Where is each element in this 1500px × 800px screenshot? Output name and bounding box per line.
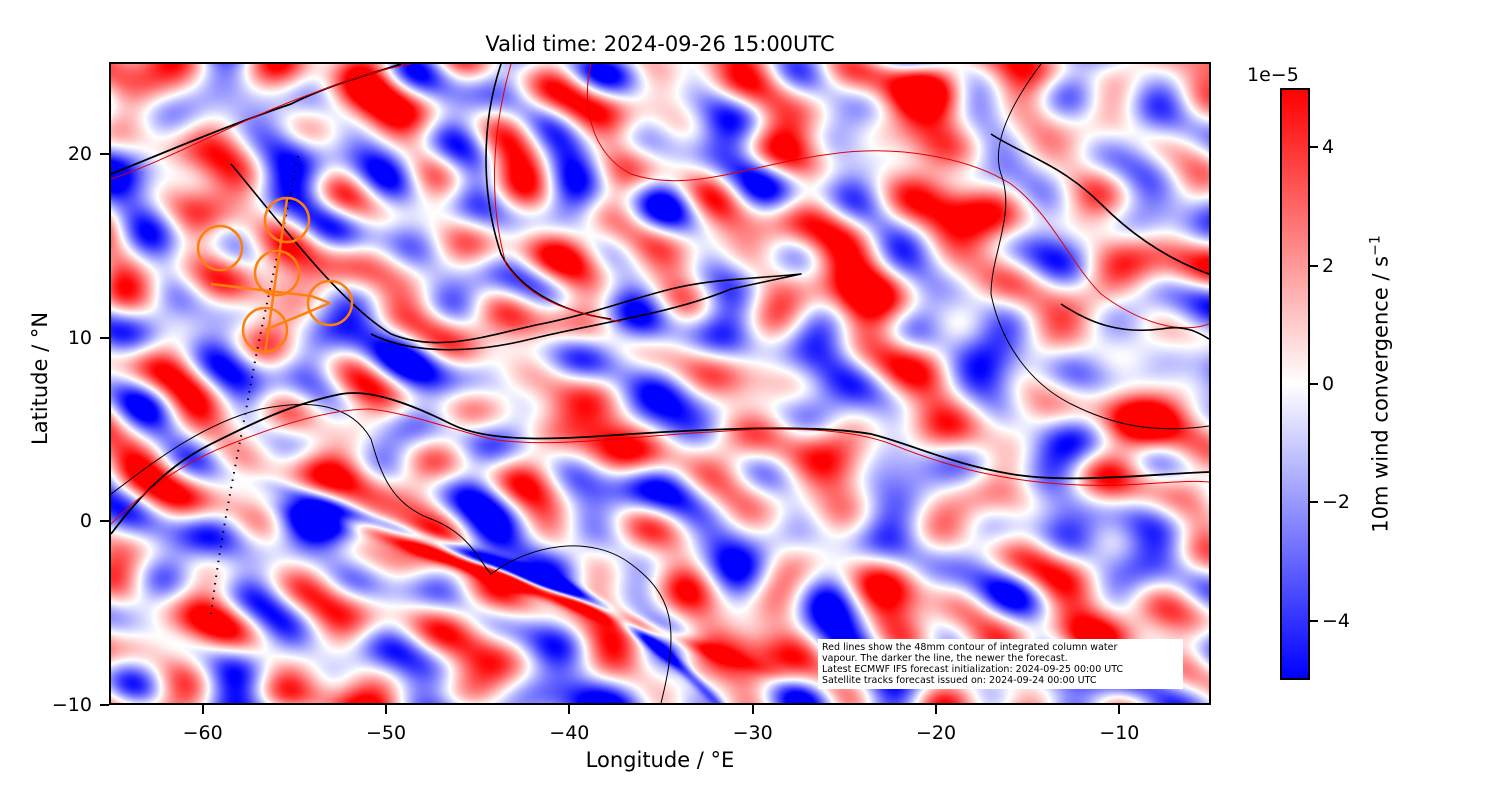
- annotation-line: Latest ECMWF IFS forecast initialization…: [822, 664, 1124, 675]
- x-tick-mark: [385, 705, 387, 714]
- y-tick-label: 0: [79, 510, 92, 533]
- y-tick-label: 10: [67, 326, 92, 349]
- map-axes: [109, 62, 1211, 705]
- colorbar-tick-mark: [1310, 264, 1318, 267]
- water-vapour-contour-africa: [990, 133, 1209, 340]
- x-tick-label: −60: [182, 722, 223, 744]
- colorbar-label-text: 10m wind convergence / s: [1368, 255, 1393, 533]
- x-tick-mark: [568, 705, 571, 714]
- plot-title: Valid time: 2024-09-26 15:00UTC: [485, 32, 835, 56]
- colorbar-label: 10m wind convergence / s−1: [1368, 235, 1393, 533]
- satellite-footprint-circle: [263, 196, 311, 244]
- y-tick-mark: [100, 152, 109, 155]
- satellite-footprints: [196, 196, 354, 355]
- water-vapour-contour-dark-2: [230, 64, 802, 351]
- x-tick-label: −10: [1099, 722, 1140, 744]
- annotation-line: Satellite tracks forecast issued on: 202…: [822, 675, 1097, 686]
- satellite-footprint-circle: [306, 279, 354, 327]
- annotation-line: vapour. The darker the line, the newer t…: [822, 653, 1068, 664]
- satellite-track-line: [210, 198, 331, 355]
- colorbar-tick-label: −2: [1322, 491, 1351, 514]
- y-tick-mark: [100, 336, 109, 339]
- satellite-footprint-circle: [253, 249, 301, 297]
- colorbar-tick-mark: [1310, 619, 1318, 622]
- y-tick-mark: [100, 704, 109, 706]
- colorbar: [1280, 88, 1310, 680]
- y-tick-mark: [100, 520, 109, 523]
- coastline-south-america: [111, 404, 672, 703]
- wind-convergence-field: [111, 64, 1209, 703]
- x-tick-mark: [201, 705, 204, 714]
- colorbar-tick-label: 2: [1322, 254, 1335, 277]
- satellite-ground-track: [210, 155, 299, 615]
- colorbar-tick-mark: [1310, 146, 1318, 149]
- x-tick-mark: [751, 705, 754, 714]
- x-axis-label: Longitude / °E: [585, 748, 735, 772]
- x-tick-label: −40: [549, 722, 590, 744]
- water-vapour-contour-dark: [111, 64, 1209, 535]
- colorbar-tick-label: 4: [1322, 136, 1335, 159]
- x-tick-mark: [1118, 705, 1121, 714]
- satellite-footprint-circle: [196, 224, 244, 272]
- x-tick-label: −30: [732, 722, 773, 744]
- x-tick-label: −20: [915, 722, 957, 744]
- annotation-line: Red lines show the 48mm contour of integ…: [822, 642, 1118, 653]
- colorbar-tick-label: 0: [1322, 373, 1335, 395]
- water-vapour-contour-old-2: [494, 64, 1209, 329]
- x-tick-mark: [935, 705, 937, 714]
- y-tick-label: −10: [51, 694, 92, 716]
- annotation-box: Red lines show the 48mm contour of integ…: [818, 639, 1183, 689]
- x-tick-label: −50: [365, 722, 407, 744]
- water-vapour-contour-old: [111, 64, 1209, 525]
- coastline-africa: [990, 64, 1209, 430]
- colorbar-tick-mark: [1310, 501, 1318, 504]
- y-tick-label: 20: [67, 142, 92, 165]
- colorbar-offset-text: 1e−5: [1247, 64, 1299, 86]
- y-axis-label: Latitude / °N: [28, 311, 52, 445]
- colorbar-tick-mark: [1310, 383, 1318, 385]
- colorbar-tick-label: −4: [1322, 609, 1351, 632]
- colorbar-label-exponent: −1: [1367, 235, 1384, 256]
- map-overlay: [111, 64, 1209, 703]
